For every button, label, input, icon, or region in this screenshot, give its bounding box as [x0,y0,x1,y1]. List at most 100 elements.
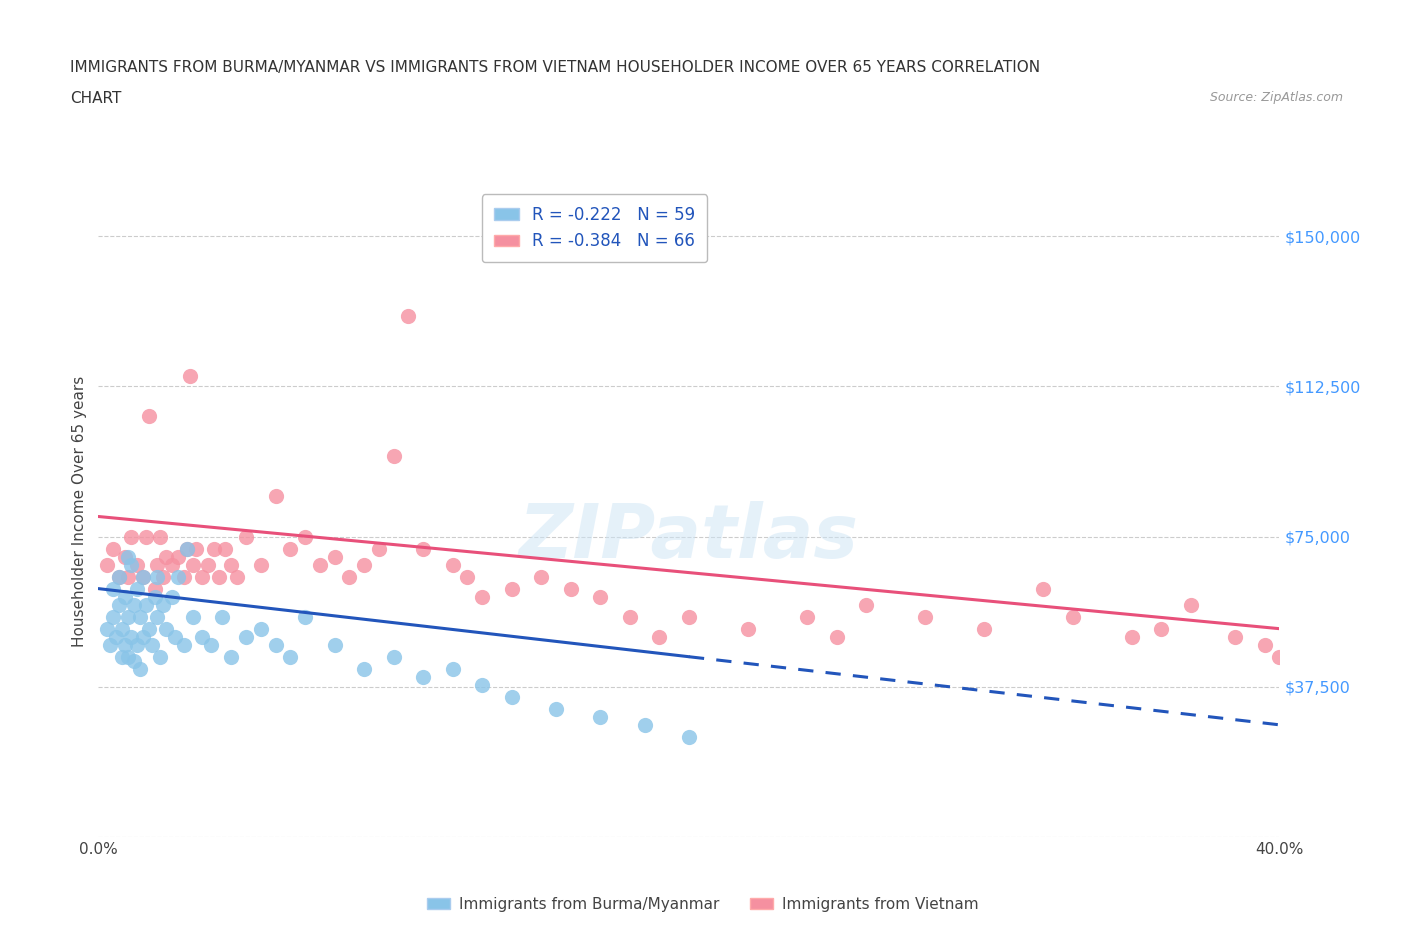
Text: Source: ZipAtlas.com: Source: ZipAtlas.com [1209,91,1343,104]
Point [264,489,287,504]
Point [98,637,121,652]
Point [1150,621,1173,636]
Point [117,569,139,584]
Point [211,609,233,624]
Point [202,541,225,556]
Point [235,630,257,644]
Point [560,581,582,596]
Point [152,569,174,584]
Point [214,541,236,556]
Point [149,649,172,664]
Point [122,597,145,612]
Point [122,653,145,668]
Point [120,529,142,544]
Point [250,621,273,636]
Point [412,670,434,684]
Text: CHART: CHART [70,91,122,106]
Point [1223,630,1246,644]
Point [200,637,222,652]
Point [103,541,125,556]
Point [114,590,136,604]
Point [146,557,169,572]
Point [117,609,139,624]
Legend: R = -0.222   N = 59, R = -0.384   N = 66: R = -0.222 N = 59, R = -0.384 N = 66 [482,194,707,262]
Point [181,609,204,624]
Point [108,597,131,612]
Point [135,529,157,544]
Point [382,449,405,464]
Point [103,609,125,624]
Point [125,637,148,652]
Point [103,581,125,596]
Point [368,541,391,556]
Text: IMMIGRANTS FROM BURMA/MYANMAR VS IMMIGRANTS FROM VIETNAM HOUSEHOLDER INCOME OVER: IMMIGRANTS FROM BURMA/MYANMAR VS IMMIGRA… [70,60,1040,75]
Point [96,557,118,572]
Point [125,581,148,596]
Y-axis label: Householder Income Over 65 years: Householder Income Over 65 years [72,376,87,647]
Point [219,557,243,572]
Point [132,569,155,584]
Point [181,557,204,572]
Point [155,549,177,564]
Point [117,549,139,564]
Point [111,649,134,664]
Point [146,609,169,624]
Point [114,549,136,564]
Point [219,649,243,664]
Point [179,369,201,384]
Point [412,541,434,556]
Point [441,661,464,676]
Point [678,729,700,744]
Point [108,569,131,584]
Point [678,609,700,624]
Point [149,529,172,544]
Point [132,630,155,644]
Point [191,630,214,644]
Point [456,569,478,584]
Point [294,529,316,544]
Point [141,637,163,652]
Point [96,621,118,636]
Point [135,597,157,612]
Point [197,557,219,572]
Point [396,309,419,324]
Point [323,549,346,564]
Point [173,637,195,652]
Point [530,569,553,584]
Point [633,717,655,732]
Point [1268,649,1291,664]
Point [825,630,848,644]
Point [337,569,360,584]
Point [152,597,174,612]
Point [138,621,160,636]
Point [105,630,128,644]
Point [167,569,190,584]
Point [162,557,183,572]
Point [138,409,160,424]
Point [501,689,523,704]
Point [128,609,150,624]
Point [1062,609,1084,624]
Point [1254,637,1277,652]
Point [309,557,332,572]
Point [176,541,198,556]
Point [146,569,169,584]
Point [914,609,936,624]
Point [353,557,375,572]
Point [278,649,302,664]
Point [501,581,523,596]
Legend: Immigrants from Burma/Myanmar, Immigrants from Vietnam: Immigrants from Burma/Myanmar, Immigrant… [420,891,986,918]
Point [796,609,818,624]
Point [176,541,198,556]
Point [973,621,995,636]
Point [441,557,464,572]
Point [471,590,494,604]
Point [120,557,142,572]
Point [648,630,671,644]
Point [353,661,375,676]
Point [382,649,405,664]
Point [111,621,134,636]
Point [184,541,207,556]
Point [471,677,494,692]
Point [250,557,273,572]
